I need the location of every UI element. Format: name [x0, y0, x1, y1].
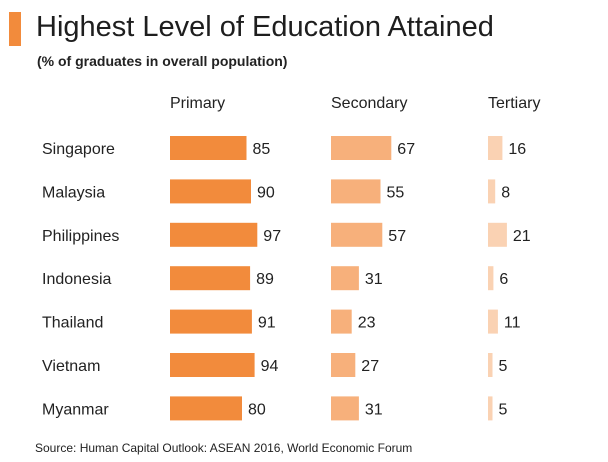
bar-secondary-indonesia: [331, 266, 359, 291]
category-label-malaysia: Malaysia: [42, 184, 105, 201]
bar-primary-singapore: [170, 136, 247, 160]
value-label-secondary-malaysia: 55: [387, 184, 405, 201]
bar-primary-myanmar: [170, 396, 242, 421]
value-label-secondary-myanmar: 31: [365, 401, 383, 418]
bar-primary-philippines: [170, 222, 258, 247]
bar-secondary-thailand: [331, 309, 352, 334]
value-label-primary-singapore: 85: [253, 141, 271, 158]
bar-primary-indonesia: [170, 266, 251, 291]
bar-secondary-malaysia: [331, 179, 381, 204]
value-label-primary-thailand: 91: [258, 315, 276, 332]
bar-tertiary-philippines: [488, 222, 507, 247]
value-label-tertiary-thailand: 11: [504, 315, 521, 332]
value-label-tertiary-singapore: 16: [508, 141, 526, 158]
bar-tertiary-thailand: [488, 309, 498, 334]
source-note: Source: Human Capital Outlook: ASEAN 201…: [35, 441, 413, 455]
bar-tertiary-malaysia: [488, 179, 496, 204]
value-label-secondary-singapore: 67: [397, 141, 415, 158]
bar-primary-malaysia: [170, 179, 251, 204]
series-header-primary: Primary: [170, 95, 225, 112]
bar-tertiary-myanmar: [488, 396, 493, 421]
value-label-secondary-philippines: 57: [388, 228, 406, 245]
bar-secondary-philippines: [331, 222, 383, 247]
bar-tertiary-vietnam: [488, 353, 493, 377]
category-label-myanmar: Myanmar: [42, 401, 109, 418]
bar-tertiary-indonesia: [488, 266, 494, 291]
value-label-primary-myanmar: 80: [248, 401, 266, 418]
value-label-tertiary-philippines: 21: [513, 228, 531, 245]
value-label-primary-philippines: 97: [263, 228, 281, 245]
series-header-tertiary: Tertiary: [488, 95, 540, 112]
bar-secondary-myanmar: [331, 396, 359, 421]
category-label-thailand: Thailand: [42, 315, 103, 332]
chart-title: Highest Level of Education Attained: [36, 11, 494, 43]
bar-primary-thailand: [170, 309, 252, 334]
bar-secondary-vietnam: [331, 353, 356, 377]
value-label-secondary-thailand: 23: [358, 315, 376, 332]
value-label-secondary-vietnam: 27: [361, 358, 379, 375]
bar-tertiary-singapore: [488, 136, 503, 160]
value-label-secondary-indonesia: 31: [365, 271, 383, 288]
value-label-tertiary-vietnam: 5: [499, 358, 508, 375]
value-label-tertiary-indonesia: 6: [499, 271, 508, 288]
bar-primary-vietnam: [170, 353, 255, 377]
value-label-primary-vietnam: 94: [261, 358, 279, 375]
value-label-primary-indonesia: 89: [256, 271, 274, 288]
value-label-primary-malaysia: 90: [257, 184, 275, 201]
category-label-singapore: Singapore: [42, 141, 115, 158]
series-header-secondary: Secondary: [331, 95, 408, 112]
value-label-tertiary-malaysia: 8: [501, 184, 510, 201]
value-label-tertiary-myanmar: 5: [499, 401, 508, 418]
title-accent-bar: [9, 12, 21, 46]
category-label-philippines: Philippines: [42, 228, 119, 245]
category-label-indonesia: Indonesia: [42, 271, 111, 288]
chart-subtitle: (% of graduates in overall population): [37, 53, 288, 69]
category-label-vietnam: Vietnam: [42, 358, 100, 375]
bar-secondary-singapore: [331, 136, 392, 160]
